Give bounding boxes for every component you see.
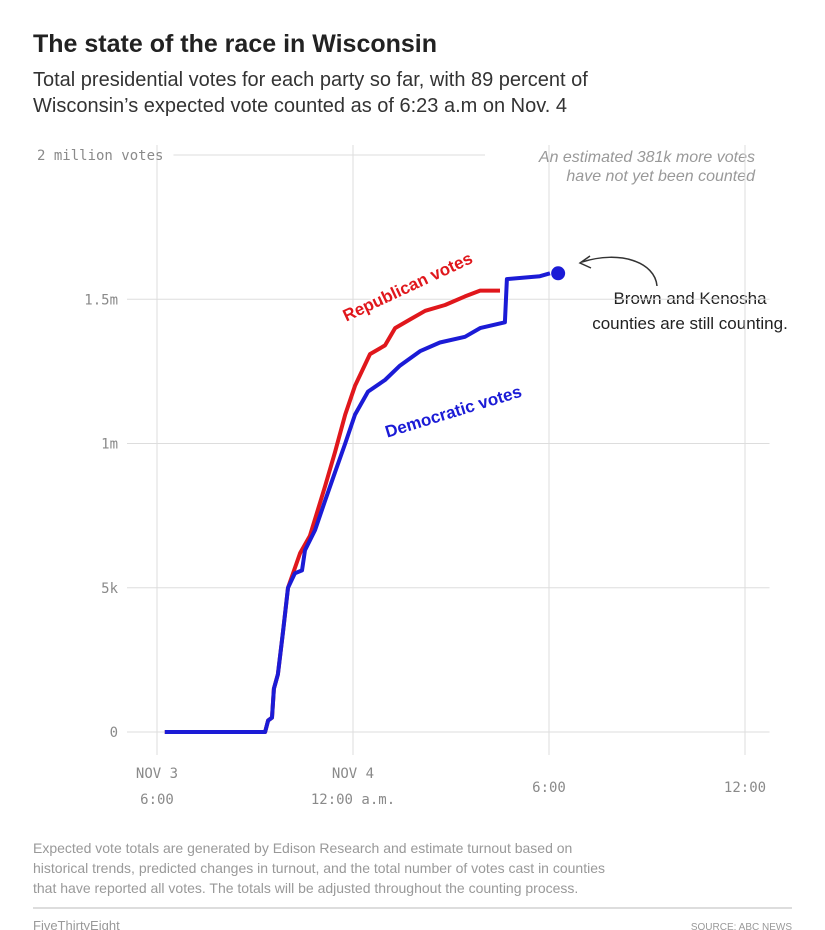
- series-line: [164, 288, 500, 734]
- annotation: counties are still counting.: [592, 314, 788, 333]
- note: that have reported all votes. The totals…: [33, 880, 578, 896]
- y-tick-label: 1.5m: [84, 292, 118, 308]
- y-tick-label: 2 million votes: [37, 148, 163, 164]
- annotation: Brown and Kenosha: [613, 289, 767, 308]
- legend-label: Democratic votes: [383, 382, 524, 442]
- note: Expected vote totals are generated by Ed…: [33, 840, 572, 856]
- subtitle: Total presidential votes for each party …: [33, 69, 588, 91]
- x-tick-label: 6:00: [532, 780, 566, 796]
- arrow: [581, 256, 658, 287]
- brand: FiveThirtyEight: [33, 918, 120, 930]
- x-tick-label: 12:00: [724, 780, 766, 796]
- annotation: An estimated 381k more votes: [538, 149, 755, 166]
- current-point: [551, 266, 566, 281]
- grid: [127, 145, 770, 755]
- note: historical trends, predicted changes in …: [33, 860, 605, 876]
- x-tick-label: NOV 3 6:00: [136, 766, 178, 808]
- chart-title: The state of the race in Wisconsin: [33, 30, 437, 58]
- subtitle: Wisconsin’s expected vote counted as of …: [33, 95, 567, 117]
- annotation: have not yet been counted: [566, 168, 756, 185]
- y-tick-label: 5k: [101, 581, 118, 597]
- legend-label: Republican votes: [340, 249, 476, 326]
- source: SOURCE: ABC NEWS: [691, 922, 792, 930]
- y-tick-label: 0: [110, 725, 118, 741]
- arrowhead: [578, 255, 592, 269]
- y-tick-label: 1m: [101, 437, 118, 453]
- x-tick-label: NOV 4 12:00 a.m.: [311, 766, 395, 808]
- series-line: [164, 271, 551, 734]
